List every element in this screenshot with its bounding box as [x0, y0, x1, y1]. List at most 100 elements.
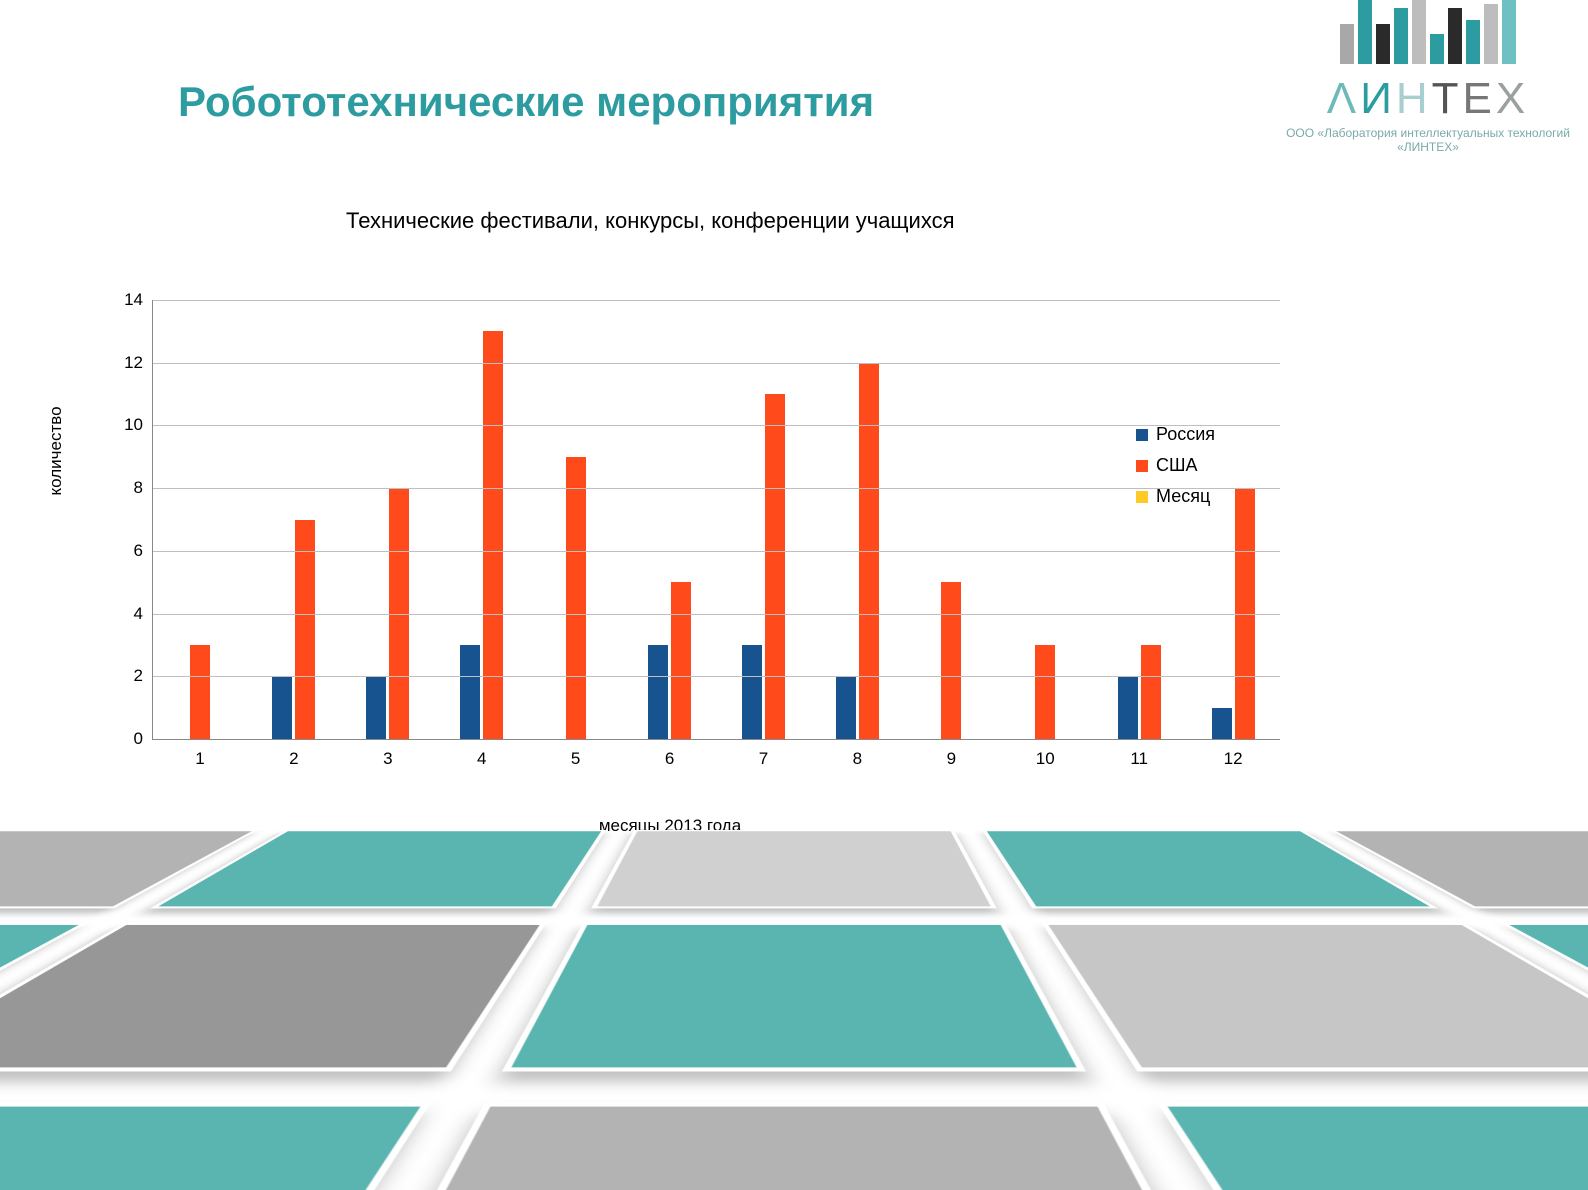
logo-bar: [1430, 34, 1444, 64]
tile: [502, 923, 1086, 1072]
gridline: [153, 300, 1280, 301]
bar: [836, 676, 856, 739]
bar: [366, 676, 386, 739]
logo-letter: Н: [1396, 74, 1432, 123]
legend-label: США: [1156, 455, 1198, 476]
bar: [1141, 645, 1161, 739]
bar: [742, 645, 762, 739]
y-tick: 10: [124, 415, 153, 435]
x-tick: 10: [998, 739, 1092, 769]
bar-group: 3: [341, 300, 435, 739]
tile: [591, 830, 997, 908]
tile: [1042, 923, 1588, 1072]
bar-group: 9: [904, 300, 998, 739]
bar: [1118, 676, 1138, 739]
x-tick: 12: [1186, 739, 1280, 769]
logo-bar: [1394, 8, 1408, 64]
bar: [765, 394, 785, 739]
y-tick: 8: [134, 478, 153, 498]
tile: [0, 923, 546, 1072]
bar: [566, 457, 586, 739]
x-tick: 5: [529, 739, 623, 769]
gridline: [153, 551, 1280, 552]
bar-group: 7: [717, 300, 811, 739]
footer-tiles: [0, 830, 1588, 1190]
gridline: [153, 425, 1280, 426]
x-tick: 2: [247, 739, 341, 769]
legend-swatch: [1136, 491, 1148, 503]
tile: [0, 1102, 431, 1190]
logo-subtitle: ООО «Лаборатория интеллектуальных технол…: [1284, 126, 1572, 154]
bar-group: 12: [1186, 300, 1280, 739]
tile-row: [0, 830, 1588, 908]
bar: [295, 520, 315, 740]
logo-bar: [1484, 4, 1498, 64]
x-tick: 7: [717, 739, 811, 769]
logo-bar: [1340, 24, 1354, 64]
chart-title: Технические фестивали, конкурсы, конфере…: [346, 208, 955, 234]
legend: Россия США Месяц: [1136, 424, 1215, 517]
gridline: [153, 676, 1280, 677]
bar-groups: 123456789101112: [153, 300, 1280, 739]
tile: [982, 830, 1438, 908]
legend-item: США: [1136, 455, 1215, 476]
bar: [1035, 645, 1055, 739]
bar-group: 5: [529, 300, 623, 739]
logo-bar: [1376, 24, 1390, 64]
logo-bar: [1466, 20, 1480, 64]
bar-group: 8: [810, 300, 904, 739]
y-tick: 2: [134, 666, 153, 686]
x-tick: 11: [1092, 739, 1186, 769]
bar-group: 4: [435, 300, 529, 739]
bar-group: 6: [623, 300, 717, 739]
legend-swatch: [1136, 429, 1148, 441]
x-tick: 3: [341, 739, 435, 769]
bar: [941, 582, 961, 739]
y-tick: 14: [124, 290, 153, 310]
tile: [272, 1102, 1315, 1190]
tile-row: [0, 923, 1588, 1072]
y-axis-label: количество: [46, 406, 66, 495]
gridline: [153, 363, 1280, 364]
legend-item: Россия: [1136, 424, 1215, 445]
bar: [1212, 708, 1232, 739]
gridline: [153, 488, 1280, 489]
bar-group: 2: [247, 300, 341, 739]
logo-bar: [1412, 0, 1426, 64]
logo-letter: И: [1360, 74, 1396, 123]
tile: [1500, 923, 1588, 1072]
bar: [671, 582, 691, 739]
tile: [1330, 830, 1588, 908]
y-tick: 12: [124, 353, 153, 373]
x-tick: 9: [904, 739, 998, 769]
logo-letter: Λ: [1327, 74, 1360, 123]
logo-letter: Х: [1496, 74, 1529, 123]
x-tick: 6: [623, 739, 717, 769]
legend-item: Месяц: [1136, 486, 1215, 507]
plot-area: 123456789101112 02468101214: [152, 300, 1280, 740]
logo-bars: [1284, 0, 1572, 64]
y-tick: 4: [134, 604, 153, 624]
x-tick: 4: [435, 739, 529, 769]
bar: [483, 331, 503, 739]
gridline: [153, 614, 1280, 615]
x-tick: 1: [153, 739, 247, 769]
bar: [648, 645, 668, 739]
bar: [272, 676, 292, 739]
logo-bar: [1448, 8, 1462, 64]
logo-block: ΛИНТЕХ ООО «Лаборатория интеллектуальных…: [1284, 0, 1572, 154]
logo-bar: [1358, 0, 1372, 64]
logo-letter: Т: [1432, 74, 1463, 123]
bar-group: 11: [1092, 300, 1186, 739]
bar-chart: количество 123456789101112 02468101214 м…: [60, 300, 1280, 780]
logo-letter: Е: [1462, 74, 1495, 123]
bar: [190, 645, 210, 739]
y-tick: 6: [134, 541, 153, 561]
legend-swatch: [1136, 460, 1148, 472]
bar: [460, 645, 480, 739]
logo-bar: [1502, 0, 1516, 64]
page-title: Робототехнические мероприятия: [178, 78, 874, 126]
y-tick: 0: [134, 729, 153, 749]
bar-group: 1: [153, 300, 247, 739]
legend-label: Месяц: [1156, 486, 1210, 507]
